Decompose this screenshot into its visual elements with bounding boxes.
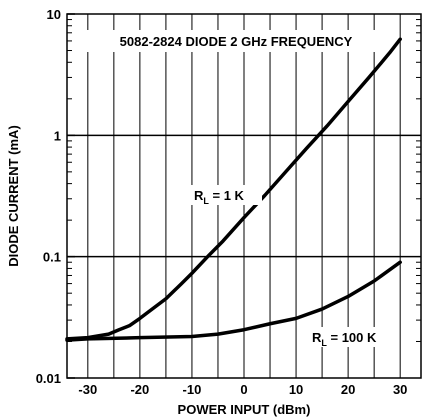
title-background: [82, 30, 388, 52]
y-tick-label: 0.01: [36, 371, 61, 386]
x-tick-label: -30: [78, 382, 97, 397]
annotation-100k-background: [308, 327, 396, 347]
annotation-rl-100k-sub: L: [321, 338, 327, 348]
y-tick-label: 0.1: [43, 250, 61, 265]
x-tick-label: -20: [130, 382, 149, 397]
annotation-rl-100k-rest: = 100 K: [327, 330, 377, 345]
annotation-rl-1k-sub: L: [203, 196, 209, 206]
x-axis-title: POWER INPUT (dBm): [178, 402, 311, 417]
y-tick-label: 10: [47, 7, 61, 22]
plot-frame: [66, 13, 422, 379]
annotation-rl-100k-r: R: [312, 330, 322, 345]
series-line-rl-1k: [65, 37, 402, 341]
tick-labels: -30 -20 -10 0 10 20 30 0.01 0.1 1 10: [36, 7, 408, 397]
annotation-1k-background: [190, 185, 262, 205]
series-line-rl-100k: [65, 260, 402, 342]
y-axis-title: DIODE CURRENT (mA): [6, 125, 21, 267]
x-tick-label: 10: [289, 382, 303, 397]
x-tick-label: 20: [341, 382, 355, 397]
x-tick-label: 0: [240, 382, 247, 397]
annotation-rl-1k-r: R: [194, 188, 204, 203]
annotation-rl-1k-rest: = 1 K: [209, 188, 245, 203]
annotation-rl-1k: RL = 1 K: [194, 188, 245, 206]
axis-ticks: [67, 13, 421, 379]
grid-lines: [67, 14, 421, 378]
x-tick-label: -10: [183, 382, 202, 397]
y-tick-label: 1: [54, 128, 61, 143]
series-layer: [65, 37, 402, 342]
annotation-rl-100k: RL = 100 K: [312, 330, 377, 348]
chart-title: 5082-2824 DIODE 2 GHz FREQUENCY: [120, 34, 353, 49]
x-tick-label: 30: [393, 382, 407, 397]
